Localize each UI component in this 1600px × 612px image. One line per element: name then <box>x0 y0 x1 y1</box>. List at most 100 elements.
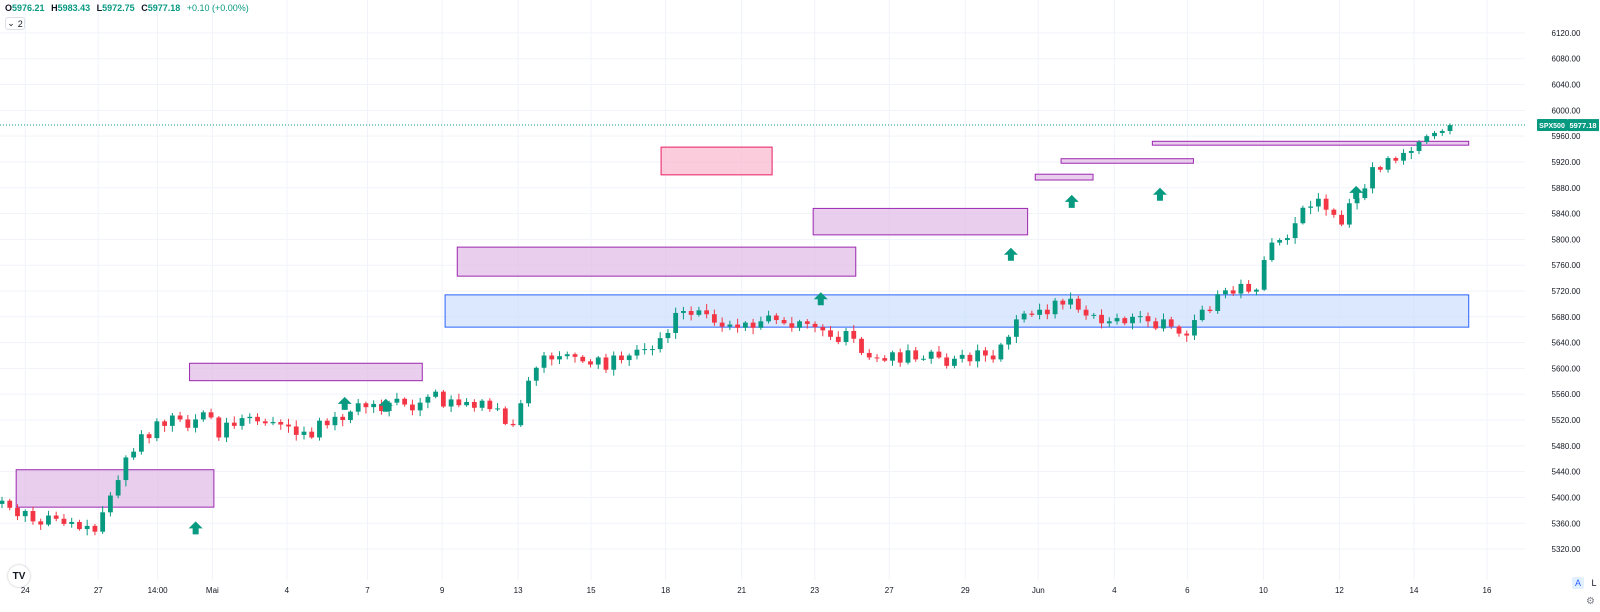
price-tick-label: 5920.00 <box>1552 158 1581 167</box>
last-price-label: 5977.18 <box>1569 121 1596 130</box>
candle-body <box>1192 320 1197 336</box>
candle-body <box>1130 316 1135 324</box>
demand-zone-3 <box>456 246 857 277</box>
candle-body <box>890 352 895 361</box>
candle-body <box>1021 313 1027 320</box>
symbol-label-bg <box>1537 119 1568 132</box>
candle-body <box>1370 167 1375 189</box>
candle-body <box>77 521 82 530</box>
candle-body <box>882 358 888 361</box>
candle-body <box>711 314 717 323</box>
candle-body <box>495 408 500 410</box>
price-tick-label: 6040.00 <box>1552 81 1581 90</box>
candle-body <box>169 415 175 426</box>
price-tick-label: 5360.00 <box>1552 519 1581 528</box>
auto-scale-button[interactable]: A <box>1572 577 1584 589</box>
candle-body <box>1323 198 1329 210</box>
indicator-toggle-button[interactable]: ⌄ 2 <box>5 17 25 30</box>
up-arrow-icon <box>1152 187 1167 201</box>
candle-body <box>340 416 346 421</box>
candle-body <box>479 400 485 408</box>
arrows-layer <box>188 185 1364 535</box>
candle-body <box>30 511 36 522</box>
price-tick-label: 5600.00 <box>1552 364 1581 373</box>
candle-body <box>781 320 787 324</box>
up-arrow-icon <box>1349 185 1364 199</box>
candle-body <box>634 349 640 356</box>
candle-body <box>363 403 369 408</box>
candle-body <box>1176 326 1182 334</box>
candle-body <box>1223 290 1228 295</box>
price-tick-label: 5560.00 <box>1552 390 1581 399</box>
candle-body <box>433 391 439 397</box>
candle-body <box>1261 260 1267 290</box>
tradingview-logo[interactable]: TV <box>8 565 30 587</box>
candle-body <box>84 525 90 530</box>
settings-gear-icon[interactable]: ⚙ <box>1586 596 1595 607</box>
candle-body <box>735 324 741 328</box>
candle-body <box>440 391 446 407</box>
candle-body <box>1269 242 1275 261</box>
candle-body <box>61 518 67 524</box>
candle-body <box>866 352 872 358</box>
candle-body <box>1006 336 1012 345</box>
candle-body <box>773 315 779 321</box>
candle-body <box>510 423 516 426</box>
candle-body <box>1145 316 1151 322</box>
candle-body <box>952 358 957 366</box>
candle-body <box>828 330 833 337</box>
time-tick-label: 7 <box>365 586 370 595</box>
candle-body <box>409 404 415 411</box>
candle-body <box>69 521 75 524</box>
candle-body <box>1215 294 1221 312</box>
time-tick-label: 27 <box>885 586 894 595</box>
candle-body <box>502 408 508 424</box>
candle-body <box>108 495 113 513</box>
candle-body <box>928 351 934 359</box>
price-tick-label: 5480.00 <box>1552 442 1581 451</box>
candle-body <box>1238 283 1244 294</box>
candle-body <box>921 358 926 360</box>
candle-body <box>541 355 547 368</box>
candle-body <box>719 322 725 327</box>
candle-body <box>1377 167 1383 170</box>
chart-grid <box>0 0 1525 580</box>
candle-body <box>913 350 919 360</box>
candle-body <box>518 403 524 426</box>
candle-body <box>301 431 307 435</box>
zones-layer <box>15 140 1470 508</box>
candle-body <box>448 399 454 407</box>
log-scale-button[interactable]: L <box>1591 578 1597 588</box>
price-tick-label: 5640.00 <box>1552 339 1581 348</box>
time-tick-label: 21 <box>737 586 746 595</box>
candle-body <box>177 415 183 420</box>
time-tick-label: 4 <box>1112 586 1117 595</box>
candle-body <box>1362 188 1368 199</box>
chevron-down-icon: ⌄ <box>7 18 15 28</box>
candle-body <box>696 310 702 315</box>
price-axis[interactable]: 6120.00 6080.00 6040.00 6000.00 5960.00 5920.… <box>1552 29 1581 554</box>
time-tick-label: Jun <box>1032 586 1045 595</box>
price-tick-label: 5440.00 <box>1552 468 1581 477</box>
candle-body <box>642 349 648 351</box>
candle-body <box>138 434 144 452</box>
candle-body <box>1432 132 1437 137</box>
supply-zone <box>660 146 773 176</box>
candle-body <box>603 357 609 370</box>
candle-body <box>626 355 632 361</box>
price-tick-label: 6000.00 <box>1552 106 1581 115</box>
time-tick-label: 16 <box>1483 586 1492 595</box>
candle-body <box>595 357 601 365</box>
candle-body <box>394 398 400 403</box>
time-axis[interactable]: 24 27 14:00 Mai 4 7 9 13 15 18 21 23 27 29 Jun 4 6 10 12 14… <box>21 586 1492 595</box>
candle-body <box>262 421 268 424</box>
candle-body <box>425 396 431 403</box>
candle-body <box>650 349 655 351</box>
candle-body <box>975 350 981 362</box>
candle-body <box>1385 158 1391 170</box>
demand-zone-7 <box>1151 140 1470 146</box>
candle-body <box>348 411 353 421</box>
candle-body <box>317 420 322 438</box>
candle-body <box>564 354 570 357</box>
